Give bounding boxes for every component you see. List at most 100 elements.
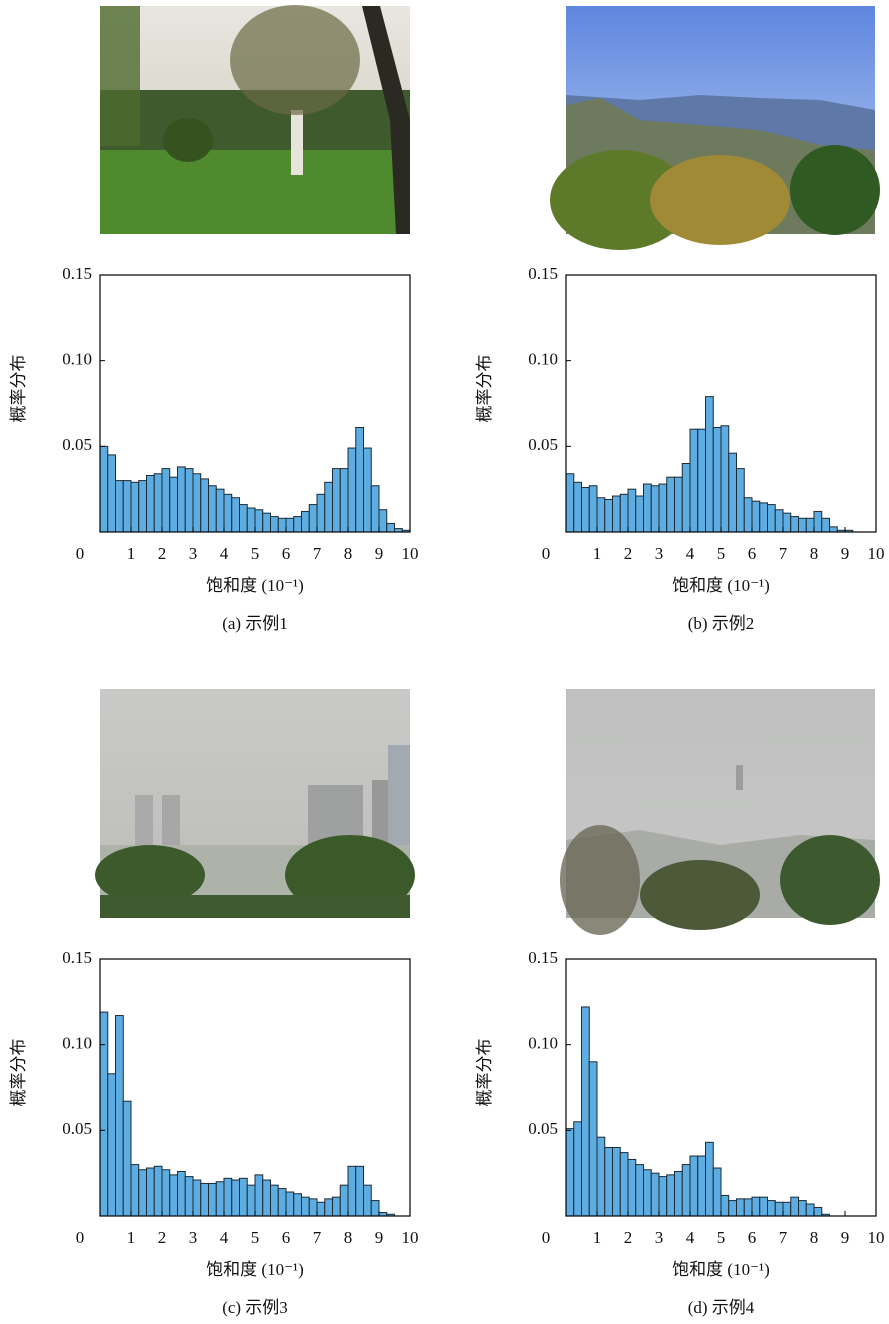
bar <box>814 1207 822 1216</box>
bar <box>806 518 814 532</box>
bar <box>613 496 621 532</box>
bar <box>317 1202 325 1216</box>
y-axis-label: 概率分布 <box>9 355 28 423</box>
bar <box>278 518 286 532</box>
x-axis-label: 饱和度 (10⁻¹) <box>672 1260 770 1279</box>
x-tick-label: 4 <box>686 1228 695 1247</box>
bar <box>294 1194 302 1216</box>
y-tick-label: 0.05 <box>528 1119 558 1138</box>
bar <box>178 467 186 532</box>
bar <box>752 1197 760 1216</box>
bar <box>325 482 333 532</box>
x-tick-label: 0 <box>542 1228 551 1247</box>
bar <box>170 477 178 532</box>
bar <box>597 498 605 532</box>
y-tick-label: 0.10 <box>528 350 558 369</box>
bar <box>667 477 675 532</box>
x-tick-label: 6 <box>748 1228 757 1247</box>
bar <box>162 1170 170 1216</box>
x-tick-label: 1 <box>593 544 602 563</box>
bar <box>620 1153 628 1216</box>
bar <box>675 477 683 532</box>
bar <box>100 1012 108 1216</box>
x-tick-label: 5 <box>251 1228 260 1247</box>
bar <box>791 517 799 532</box>
bar <box>698 1156 706 1216</box>
bar <box>566 1129 574 1216</box>
bar <box>271 517 279 532</box>
bar <box>278 1189 286 1216</box>
bar <box>154 1166 162 1216</box>
y-axis-label: 概率分布 <box>475 1039 494 1107</box>
x-tick-label: 9 <box>375 544 384 563</box>
bar <box>814 511 822 532</box>
bar <box>659 1177 667 1216</box>
x-tick-label: 0 <box>542 544 551 563</box>
x-tick-label: 10 <box>402 1228 419 1247</box>
bar <box>644 1170 652 1216</box>
bar <box>589 1062 597 1216</box>
bar <box>185 1177 193 1216</box>
x-tick-label: 8 <box>344 544 353 563</box>
bar <box>240 1178 248 1216</box>
bar <box>791 1197 799 1216</box>
x-tick-label: 5 <box>251 544 260 563</box>
x-tick-label: 2 <box>624 1228 633 1247</box>
bar <box>760 1197 768 1216</box>
bar <box>682 1165 690 1216</box>
bar <box>247 1185 255 1216</box>
x-tick-label: 0 <box>76 1228 85 1247</box>
bar <box>255 1175 263 1216</box>
bar <box>744 498 752 532</box>
bar <box>636 496 644 532</box>
bar <box>582 1007 590 1216</box>
x-tick-label: 7 <box>779 1228 788 1247</box>
bar <box>605 499 613 532</box>
bar <box>713 1168 721 1216</box>
bar <box>371 1201 379 1216</box>
bar <box>108 1074 116 1216</box>
caption: (c) 示例3 <box>222 1298 288 1317</box>
caption: (a) 示例1 <box>222 614 288 633</box>
x-tick-label: 7 <box>313 1228 322 1247</box>
y-tick-label: 0.10 <box>62 350 92 369</box>
bar <box>806 1204 814 1216</box>
y-tick-label: 0.05 <box>62 435 92 454</box>
bar <box>597 1137 605 1216</box>
bar <box>116 1016 124 1216</box>
bar <box>271 1185 279 1216</box>
x-tick-label: 2 <box>158 1228 167 1247</box>
photo <box>550 6 880 250</box>
bar <box>675 1171 683 1216</box>
bar <box>302 1197 310 1216</box>
x-tick-label: 4 <box>686 544 695 563</box>
bar <box>729 1201 737 1216</box>
x-tick-label: 1 <box>593 1228 602 1247</box>
x-tick-label: 9 <box>375 1228 384 1247</box>
bar <box>131 482 139 532</box>
bar <box>333 469 341 532</box>
bar <box>123 481 131 532</box>
bar <box>123 1101 131 1216</box>
x-tick-label: 2 <box>624 544 633 563</box>
bar <box>131 1165 139 1216</box>
bar <box>108 455 116 532</box>
y-tick-label: 0.15 <box>62 948 92 967</box>
y-tick-label: 0.10 <box>528 1034 558 1053</box>
bar <box>744 1199 752 1216</box>
bar <box>799 518 807 532</box>
bar <box>605 1147 613 1216</box>
x-tick-label: 8 <box>810 1228 819 1247</box>
bar <box>247 508 255 532</box>
bar <box>620 494 628 532</box>
bar <box>356 427 364 532</box>
bar <box>139 1170 147 1216</box>
bar <box>255 510 263 532</box>
bar <box>286 1192 294 1216</box>
bar <box>783 1202 791 1216</box>
bar <box>294 517 302 532</box>
bar <box>333 1197 341 1216</box>
bar <box>752 501 760 532</box>
caption: (d) 示例4 <box>688 1298 755 1317</box>
bar <box>706 397 714 532</box>
